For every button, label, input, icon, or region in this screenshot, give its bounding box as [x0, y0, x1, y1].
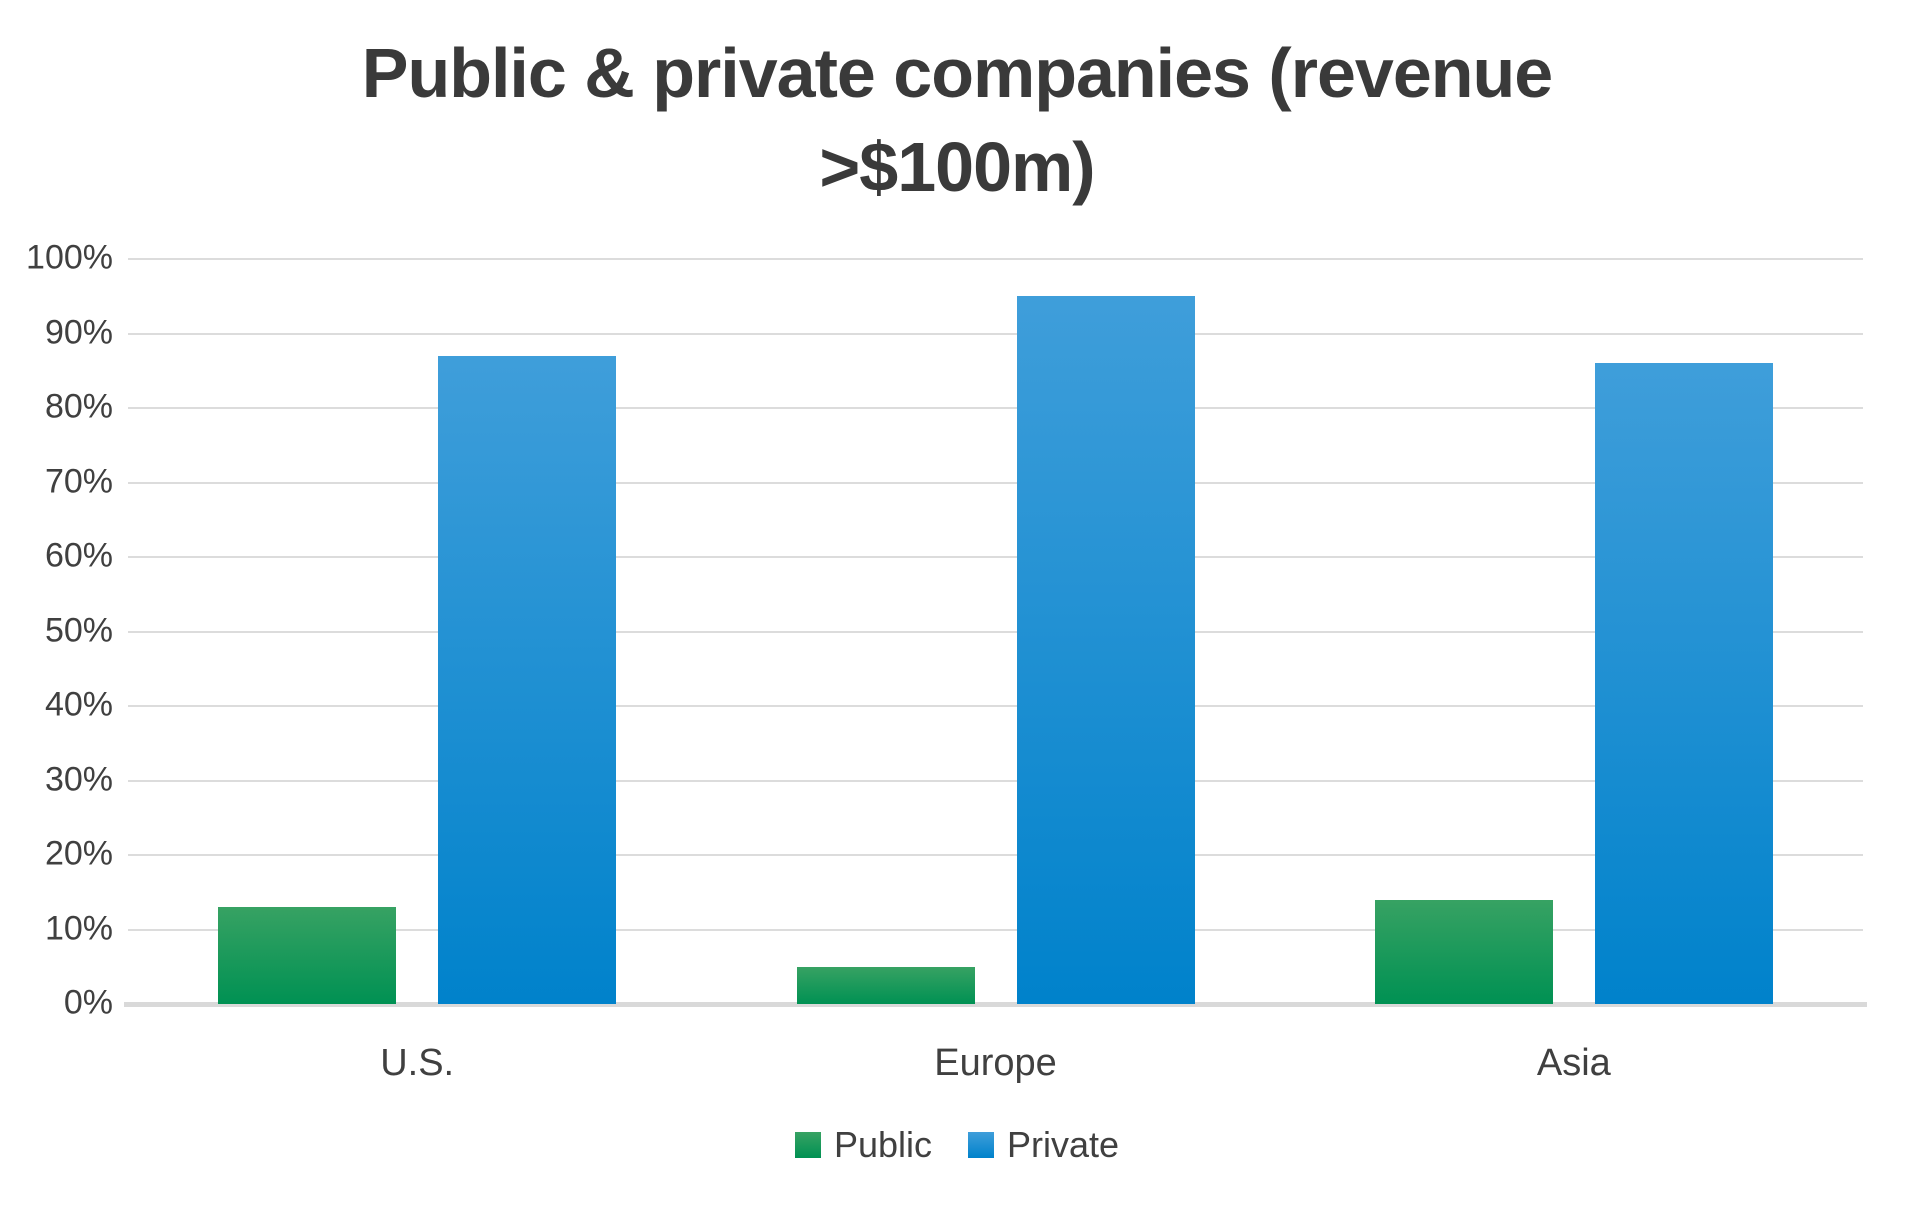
x-axis-labels: U.S. Europe Asia [128, 1042, 1863, 1092]
y-axis-tick-label: 30% [44, 760, 113, 799]
gridline-10 [128, 928, 1863, 931]
y-axis-tick-label: 60% [44, 536, 113, 575]
x-axis-line [124, 1002, 1867, 1007]
gridline-60 [128, 556, 1863, 558]
x-axis-label-us: U.S. [380, 1042, 455, 1084]
legend-swatch-private [968, 1132, 994, 1158]
y-axis-tick-label: 20% [44, 834, 113, 873]
bar-private-asia [1594, 363, 1773, 1004]
gridline-50 [128, 630, 1863, 633]
gridline-30 [128, 779, 1863, 782]
y-axis-tick-label: 10% [44, 909, 113, 948]
bar-public-europe [796, 966, 975, 1004]
legend-swatch-public [794, 1132, 821, 1158]
gridline-80 [128, 407, 1863, 409]
chart-title: Public & private companies (revenue >$10… [0, 26, 1914, 214]
legend-item-private: Private [968, 1124, 1119, 1166]
x-axis-label-asia: Asia [1536, 1042, 1611, 1084]
bar-private-us [438, 355, 617, 1004]
gridline-90 [128, 332, 1863, 335]
legend-item-public: Public [794, 1124, 932, 1166]
legend: Public Private [0, 1120, 1914, 1170]
bar-public-us [218, 907, 397, 1004]
legend-label-private: Private [1007, 1124, 1120, 1165]
y-axis-tick-label: 100% [26, 238, 113, 277]
gridline-20 [128, 854, 1863, 856]
y-axis-tick-label: 70% [44, 462, 113, 501]
y-axis-tick-label: 40% [44, 685, 113, 724]
bar-private-europe [1016, 296, 1195, 1004]
y-axis-tick-label: 50% [44, 611, 113, 650]
gridline-40 [128, 705, 1863, 707]
chart-title-line-1: Public & private companies (revenue [361, 34, 1553, 112]
x-axis-label-europe: Europe [934, 1042, 1057, 1084]
y-axis-tick-label: 0% [63, 983, 113, 1022]
y-axis-tick-label: 80% [44, 387, 113, 426]
gridline-100 [128, 258, 1863, 260]
plot-area [124, 258, 1867, 1007]
legend-label-public: Public [833, 1124, 932, 1165]
y-axis-tick-label: 90% [44, 313, 113, 352]
gridline-70 [128, 481, 1863, 484]
bar-public-asia [1374, 899, 1553, 1004]
chart-title-line-2: >$100m) [819, 128, 1095, 206]
y-axis-labels: 100% 90% 80% 70% 60% 50% 40% 30% 20% 10% 0% [0, 239, 113, 1022]
